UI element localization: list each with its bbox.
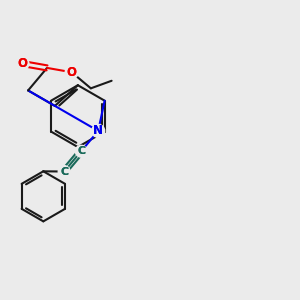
Circle shape	[92, 124, 105, 137]
Text: O: O	[67, 66, 77, 79]
Text: C: C	[60, 167, 68, 176]
Text: C: C	[60, 167, 68, 176]
Circle shape	[58, 166, 70, 177]
Circle shape	[65, 66, 78, 79]
Circle shape	[16, 57, 29, 70]
Text: N: N	[93, 124, 103, 137]
Text: C: C	[77, 146, 85, 156]
Text: C: C	[77, 146, 85, 156]
Text: O: O	[67, 66, 77, 79]
Text: O: O	[17, 57, 27, 70]
Text: O: O	[17, 57, 27, 70]
Text: N: N	[93, 124, 103, 137]
Circle shape	[75, 145, 87, 157]
